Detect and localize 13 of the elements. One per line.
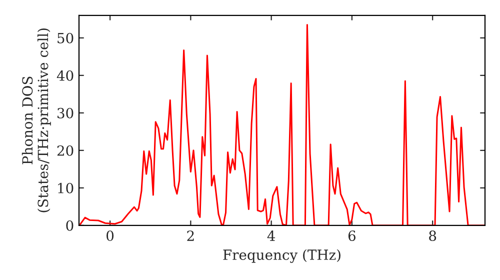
- y-tick-label: 40: [56, 70, 74, 81]
- y-axis-title: Phonon DOS (States/THz·primitive cell): [22, 28, 51, 212]
- x-tick-label: 4: [267, 230, 276, 241]
- x-tick-label: 6: [348, 230, 356, 242]
- y-tick-label: 50: [58, 32, 74, 44]
- y-tick-label: 0: [66, 220, 74, 231]
- y-tick-label: 30: [58, 108, 74, 118]
- x-tick-label: 2: [187, 230, 194, 241]
- x-tick-label: 0: [106, 230, 114, 242]
- y-tick-label: 10: [58, 182, 74, 194]
- y-tick-label: 20: [57, 145, 74, 156]
- x-axis-title: Frequency (THz): [223, 249, 340, 263]
- x-tick-label: 8: [429, 230, 436, 242]
